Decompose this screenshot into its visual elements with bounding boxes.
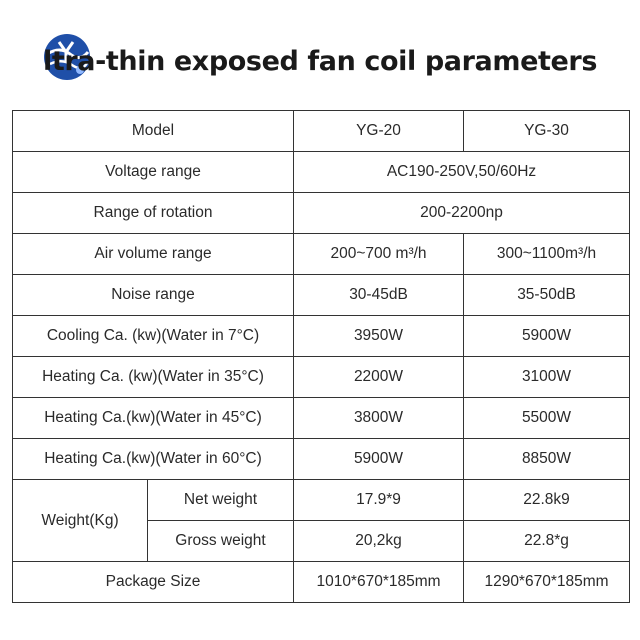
table-row-heating-45: Heating Ca.(kw)(Water in 45°C) 3800W 550… — [12, 397, 630, 439]
cell-yg20: YG-20 — [293, 110, 464, 152]
table-row-cooling-7: Cooling Ca. (kw)(Water in 7°C) 3950W 590… — [12, 315, 630, 357]
globe-logo-icon — [44, 34, 90, 80]
cell-yg20: 3950W — [293, 315, 464, 357]
table-row-net-weight: Weight(Kg) Net weight 17.9*9 22.8k9 — [12, 479, 630, 562]
row-label: Heating Ca. (kw)(Water in 35°C) — [12, 356, 294, 398]
table-row-voltage: Voltage range AC190-250V,50/60Hz — [12, 151, 630, 193]
cell-yg20: 1010*670*185mm — [293, 561, 464, 603]
sub-label: Net weight — [147, 479, 294, 521]
cell-yg20: 5900W — [293, 438, 464, 480]
row-label: Heating Ca.(kw)(Water in 45°C) — [12, 397, 294, 439]
cell-value: AC190-250V,50/60Hz — [293, 151, 630, 193]
row-label: Heating Ca.(kw)(Water in 60°C) — [12, 438, 294, 480]
cell-yg20: 2200W — [293, 356, 464, 398]
cell-yg20: 20,2kg — [293, 520, 464, 562]
cell-yg30: 3100W — [463, 356, 630, 398]
row-label: Range of rotation — [12, 192, 294, 234]
table-row-gross-weight: Gross weight 20,2kg 22.8*g — [13, 520, 630, 562]
cell-yg30: 1290*670*185mm — [463, 561, 630, 603]
cell-value: 200-2200np — [293, 192, 630, 234]
row-label: Voltage range — [12, 151, 294, 193]
cell-yg20: 17.9*9 — [293, 479, 464, 521]
cell-yg30: 5500W — [463, 397, 630, 439]
cell-yg30: 22.8*g — [463, 520, 630, 562]
cell-yg30: 8850W — [463, 438, 630, 480]
table-row-rotation: Range of rotation 200-2200np — [12, 192, 630, 234]
cell-yg30: YG-30 — [463, 110, 630, 152]
row-label: Cooling Ca. (kw)(Water in 7°C) — [12, 315, 294, 357]
row-label: Noise range — [12, 274, 294, 316]
cell-yg20: 3800W — [293, 397, 464, 439]
weight-label: Weight(Kg) — [12, 479, 148, 562]
cell-yg30: 35-50dB — [463, 274, 630, 316]
table-row-heating-35: Heating Ca. (kw)(Water in 35°C) 2200W 31… — [12, 356, 630, 398]
cell-yg30: 22.8k9 — [463, 479, 630, 521]
sub-label: Gross weight — [147, 520, 294, 562]
table-row-noise: Noise range 30-45dB 35-50dB — [12, 274, 630, 316]
table-row-package: Package Size 1010*670*185mm 1290*670*185… — [12, 561, 630, 603]
table-row-model: Model YG-20 YG-30 — [12, 110, 630, 152]
cell-yg20: 200~700 m³/h — [293, 233, 464, 275]
cell-yg30: 5900W — [463, 315, 630, 357]
table-row-air-volume: Air volume range 200~700 m³/h 300~1100m³… — [12, 233, 630, 275]
page-title: ltra-thin exposed fan coil parameters — [42, 46, 597, 77]
row-label: Package Size — [12, 561, 294, 603]
row-label: Air volume range — [12, 233, 294, 275]
table-row-heating-60: Heating Ca.(kw)(Water in 60°C) 5900W 885… — [12, 438, 630, 480]
row-label: Model — [12, 110, 294, 152]
parameters-table: Model YG-20 YG-30 Voltage range AC190-25… — [12, 110, 630, 603]
cell-yg30: 300~1100m³/h — [463, 233, 630, 275]
cell-yg20: 30-45dB — [293, 274, 464, 316]
